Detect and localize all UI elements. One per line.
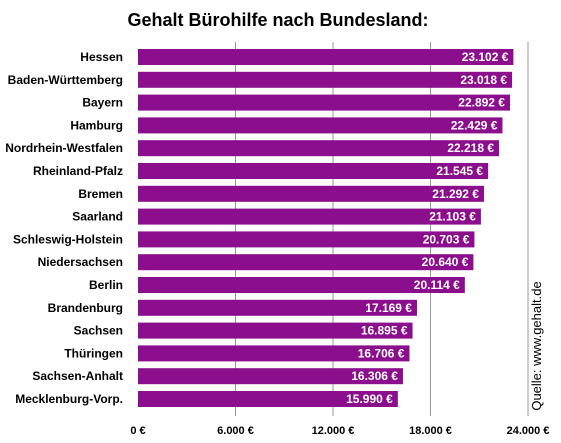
bar xyxy=(138,391,398,407)
category-label: Baden-Württemberg xyxy=(8,73,123,87)
category-label: Hamburg xyxy=(70,118,123,132)
bar xyxy=(138,322,413,339)
value-label: 22.892 € xyxy=(458,96,505,110)
value-label: 16.706 € xyxy=(358,346,405,360)
value-label: 17.169 € xyxy=(365,301,412,315)
value-label: 21.103 € xyxy=(429,210,476,224)
bar xyxy=(138,299,417,316)
category-label: Sachsen xyxy=(74,324,123,338)
x-tick-label: 24.000 € xyxy=(507,425,550,437)
bar xyxy=(138,71,513,88)
x-tick-label: 0 € xyxy=(130,425,145,437)
x-axis-ticks: 0 € 6.000 € 12.000 € 18.000 € 24.000 € xyxy=(130,425,549,437)
value-label: 15.990 € xyxy=(346,392,393,406)
x-tick-label: 18.000 € xyxy=(409,425,452,437)
bar xyxy=(138,345,410,362)
bar xyxy=(138,277,465,293)
source-label: Quelle: www.gehalt.de xyxy=(529,281,544,410)
category-label: Schleswig-Holstein xyxy=(13,232,123,246)
bar xyxy=(138,185,484,202)
bars: Hessen 23.102 € Baden-Württemberg 23.018 € B… xyxy=(5,49,514,407)
bar xyxy=(138,94,510,111)
category-label: Mecklenburg-Vorp. xyxy=(15,392,123,406)
bar xyxy=(138,231,475,248)
category-label: Brandenburg xyxy=(48,301,123,315)
value-label: 23.102 € xyxy=(462,50,509,64)
bar xyxy=(138,140,500,157)
value-label: 22.218 € xyxy=(447,141,494,155)
category-label: Bayern xyxy=(82,96,123,110)
x-tick-label: 12.000 € xyxy=(312,425,355,437)
bar xyxy=(138,368,403,385)
value-label: 21.292 € xyxy=(432,187,479,201)
value-label: 16.306 € xyxy=(351,369,398,383)
bar xyxy=(138,208,481,225)
category-label: Berlin xyxy=(89,278,123,292)
x-tick-label: 6.000 € xyxy=(217,425,254,437)
bar xyxy=(138,117,503,134)
value-label: 21.545 € xyxy=(436,164,483,178)
category-label: Thüringen xyxy=(64,346,123,360)
value-label: 22.429 € xyxy=(451,118,498,132)
category-label: Sachsen-Anhalt xyxy=(32,369,123,383)
value-label: 20.114 € xyxy=(414,278,460,292)
value-label: 23.018 € xyxy=(460,73,507,87)
category-label: Niedersachsen xyxy=(38,255,123,269)
category-label: Hessen xyxy=(80,50,123,64)
category-label: Rheinland-Pfalz xyxy=(33,164,123,178)
value-label: 16.895 € xyxy=(361,324,408,338)
category-label: Saarland xyxy=(72,210,123,224)
chart-title: Gehalt Bürohilfe nach Bundesland: xyxy=(127,10,428,30)
bar xyxy=(138,254,474,271)
bar xyxy=(138,49,514,65)
category-label: Nordrhein-Westfalen xyxy=(5,141,123,155)
value-label: 20.703 € xyxy=(423,232,470,246)
value-label: 20.640 € xyxy=(422,255,469,269)
category-label: Bremen xyxy=(78,187,123,201)
bar xyxy=(138,163,489,179)
